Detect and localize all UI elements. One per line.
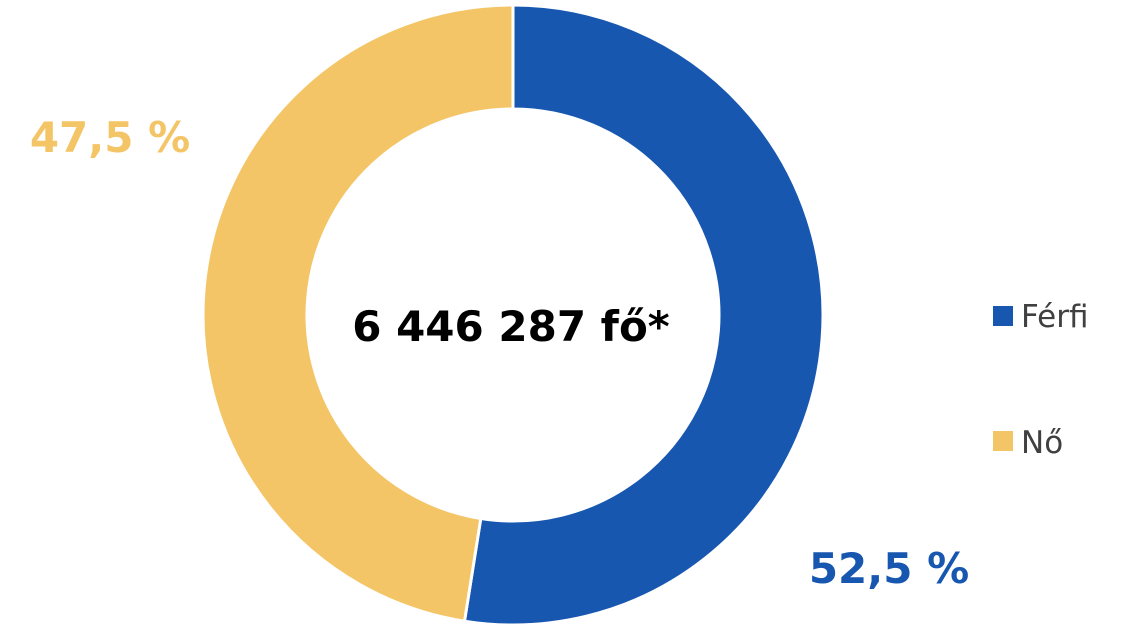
data-label-ferfi: 52,5 % [809, 544, 969, 593]
center-total-label: 6 446 287 fő* [352, 302, 670, 351]
slice-no[interactable] [201, 3, 515, 623]
legend-label-no: Nő [1021, 425, 1063, 461]
legend: Férfi Nő [993, 299, 1088, 461]
legend-item-no[interactable]: Nő [993, 425, 1063, 461]
legend-swatch-ferfi [993, 306, 1013, 326]
data-label-no: 47,5 % [30, 113, 190, 162]
legend-label-ferfi: Férfi [1021, 299, 1088, 335]
donut-slices [201, 3, 825, 625]
legend-swatch-no [993, 431, 1013, 451]
slice-ferfi[interactable] [462, 3, 825, 625]
legend-item-ferfi[interactable]: Férfi [993, 299, 1088, 335]
